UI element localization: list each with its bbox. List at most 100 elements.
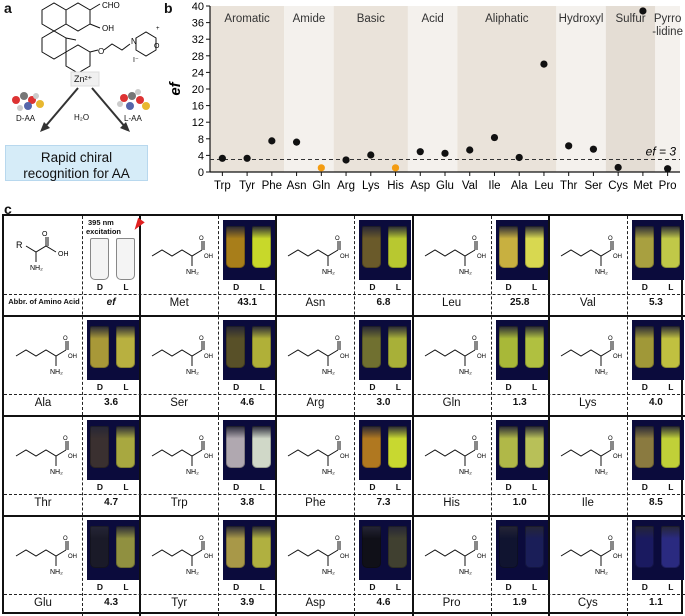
data-point-phe: [268, 137, 276, 145]
chemical-structure: CHO OH O N + I⁻ O: [12, 1, 160, 132]
ef-value-met: 43.1: [237, 297, 258, 308]
data-point-ile: [490, 133, 499, 142]
svg-text:NH₂: NH₂: [595, 369, 608, 376]
svg-text:NH₂: NH₂: [186, 369, 199, 376]
grid-dash-hline: [4, 594, 685, 595]
grid-dash-vline: [354, 216, 356, 616]
d-vial: [226, 326, 246, 368]
grid-dash-hline: [4, 394, 685, 395]
svg-text:O: O: [42, 231, 48, 238]
l-label: L: [668, 582, 674, 592]
molecule-asn: NH₂ OH O: [288, 236, 349, 276]
header-d-vial: [90, 238, 109, 280]
d-label: D: [505, 282, 512, 292]
x-tick-label: Ala: [511, 180, 528, 192]
data-point-lys: [367, 151, 375, 159]
l-vial: [524, 426, 544, 468]
ef-value-thr: 4.7: [104, 497, 119, 508]
group-label: -lidine: [652, 26, 683, 38]
svg-text:NH₂: NH₂: [322, 369, 335, 376]
svg-text:O: O: [608, 536, 613, 542]
l-vial: [524, 326, 544, 368]
svg-text:OH: OH: [58, 251, 69, 258]
l-vial: [116, 426, 135, 468]
grid-dash-vline: [490, 216, 492, 616]
svg-text:OH: OH: [613, 354, 622, 360]
aa-name-leu: Leu: [442, 297, 462, 309]
l-vial: [252, 426, 272, 468]
data-point-ala: [515, 153, 523, 162]
l-label: L: [395, 382, 401, 392]
d-label: D: [96, 382, 104, 392]
l-label: L: [668, 282, 674, 292]
d-vial: [362, 426, 382, 468]
svg-text:OH: OH: [340, 454, 349, 460]
d-label: D: [96, 582, 104, 592]
header-ef-label: ef: [106, 297, 116, 308]
group-band-3: [407, 6, 458, 172]
data-point-pro: [664, 165, 672, 173]
svg-text:NH₂: NH₂: [459, 369, 472, 376]
l-label: L: [259, 382, 265, 392]
ef-value-gln: 1.3: [512, 397, 527, 408]
d-aa-label: D-AA: [16, 114, 36, 123]
zn-label: Zn²⁺: [74, 74, 93, 84]
d-vial: [90, 426, 109, 468]
ef-value-lys: 4.0: [648, 397, 663, 408]
d-vial: [90, 326, 109, 368]
d-vial: [362, 526, 382, 568]
l-vial: [252, 326, 272, 368]
svg-text:NH₂: NH₂: [595, 269, 608, 276]
molecule-asp: NH₂ OH O: [288, 536, 349, 576]
aa-name-lys: Lys: [579, 397, 597, 409]
group-label: Pyrro: [654, 13, 681, 25]
svg-text:O: O: [608, 436, 613, 442]
d-vial: [498, 526, 518, 568]
aa-name-met: Met: [169, 297, 189, 309]
d-label: D: [505, 382, 512, 392]
ef-value-ala: 3.6: [104, 397, 119, 408]
water-label: H₂O: [74, 113, 90, 122]
ef-value-trp: 3.8: [240, 497, 255, 508]
data-point-arg: [342, 156, 350, 164]
panel-a-letter: a: [4, 0, 12, 16]
x-tick-label: Lys: [362, 180, 380, 192]
l-label: L: [395, 282, 401, 292]
l-label: L: [259, 482, 265, 492]
y-tick-label: 32: [192, 34, 204, 46]
l-label: L: [531, 282, 538, 292]
l-label: L: [395, 482, 401, 492]
l-vial: [252, 226, 272, 268]
y-tick-label: 28: [192, 51, 204, 63]
svg-text:OH: OH: [340, 254, 349, 260]
d-vial: [226, 226, 246, 268]
d-label: D: [233, 282, 240, 292]
svg-text:OH: OH: [477, 454, 486, 460]
molecule-pro: NH₂ OH O: [424, 536, 486, 576]
y-axis-label: ef: [167, 80, 184, 95]
y-tick-label: 8: [198, 134, 204, 146]
ef-value-asp: 4.6: [376, 597, 391, 608]
d-vial: [226, 526, 246, 568]
ef-value-tyr: 3.9: [240, 597, 255, 608]
x-tick-label: Leu: [534, 180, 553, 192]
group-band-6: [605, 6, 656, 172]
ef-scatter-chart: Aromatic Amide Basic Acid Aliphatic Hydroxyl S…: [167, 1, 683, 192]
x-tick-label: Tyr: [239, 180, 255, 192]
grid-dash-vline: [626, 216, 628, 616]
x-tick-label: Val: [462, 180, 478, 192]
svg-text:OH: OH: [68, 454, 77, 460]
y-tick-label: 20: [192, 84, 204, 96]
group-label: Sulfur: [616, 13, 646, 25]
y-tick-label: 40: [192, 1, 204, 13]
y-tick-label: 24: [192, 67, 204, 79]
group-label: Aromatic: [224, 13, 270, 25]
svg-text:O: O: [199, 336, 204, 342]
molecule-ile: NH₂ OH O: [560, 436, 622, 476]
svg-text:O: O: [472, 436, 477, 442]
panel-b-letter: b: [164, 0, 173, 16]
x-tick-label: Ile: [488, 180, 500, 192]
y-tick-label: 12: [192, 117, 204, 129]
d-vial: [90, 526, 109, 568]
aa-name-gln: Gln: [442, 397, 461, 409]
